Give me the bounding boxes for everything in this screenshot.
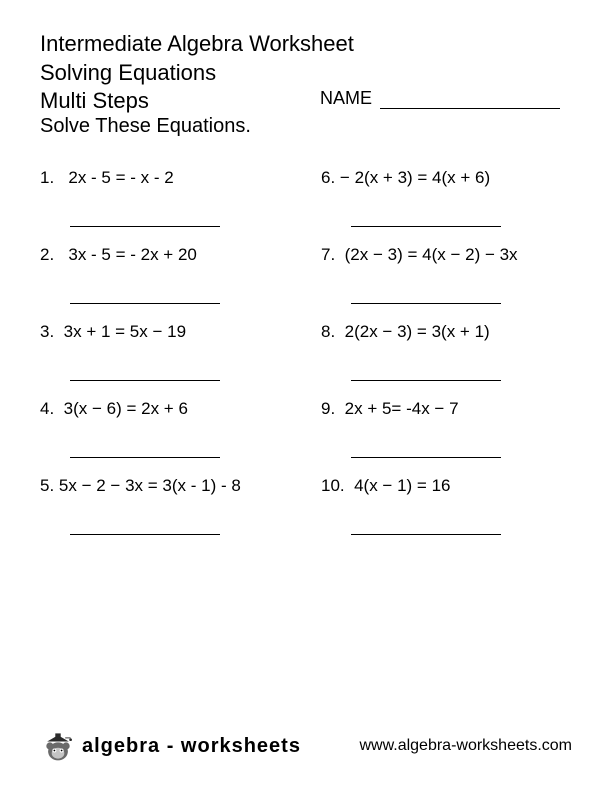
left-column: 1. 2x - 5 = - x - 2 2. 3x - 5 = - 2x + 2… xyxy=(40,168,291,553)
problem-eq: − 2(x + 3) = 4(x + 6) xyxy=(340,168,490,187)
title-line-1: Intermediate Algebra Worksheet xyxy=(40,30,572,59)
problem-num: 8. xyxy=(321,322,335,341)
website-url: www.algebra-worksheets.com xyxy=(359,737,572,755)
mascot-icon xyxy=(40,728,76,764)
worksheet-header: Intermediate Algebra Worksheet Solving E… xyxy=(40,30,572,138)
problem-eq: (2x − 3) = 4(x − 2) − 3x xyxy=(345,245,518,264)
problem-eq: 4(x − 1) = 16 xyxy=(354,476,450,495)
answer-blank[interactable] xyxy=(70,380,220,381)
answer-blank[interactable] xyxy=(351,303,501,304)
problem-2: 2. 3x - 5 = - 2x + 20 xyxy=(40,245,291,304)
problem-num: 2. xyxy=(40,245,54,264)
problem-6: 6. − 2(x + 3) = 4(x + 6) xyxy=(321,168,572,227)
problems-container: 1. 2x - 5 = - x - 2 2. 3x - 5 = - 2x + 2… xyxy=(40,168,572,553)
footer: algebra - worksheets www.algebra-workshe… xyxy=(40,728,572,764)
problem-num: 1. xyxy=(40,168,54,187)
problem-4: 4. 3(x − 6) = 2x + 6 xyxy=(40,399,291,458)
problem-1: 1. 2x - 5 = - x - 2 xyxy=(40,168,291,227)
problem-eq: 2(2x − 3) = 3(x + 1) xyxy=(345,322,490,341)
problem-num: 10. xyxy=(321,476,345,495)
problem-eq: 3x + 1 = 5x − 19 xyxy=(64,322,186,341)
problem-3: 3. 3x + 1 = 5x − 19 xyxy=(40,322,291,381)
problem-num: 9. xyxy=(321,399,335,418)
problem-eq: 3x - 5 = - 2x + 20 xyxy=(68,245,197,264)
problem-num: 6. xyxy=(321,168,335,187)
answer-blank[interactable] xyxy=(70,534,220,535)
problem-9: 9. 2x + 5= -4x − 7 xyxy=(321,399,572,458)
logo-text: algebra - worksheets xyxy=(82,735,301,758)
answer-blank[interactable] xyxy=(351,380,501,381)
problem-7: 7. (2x − 3) = 4(x − 2) − 3x xyxy=(321,245,572,304)
problem-10: 10. 4(x − 1) = 16 xyxy=(321,476,572,535)
problem-8: 8. 2(2x − 3) = 3(x + 1) xyxy=(321,322,572,381)
problem-eq: 2x + 5= -4x − 7 xyxy=(345,399,459,418)
problem-eq: 5x − 2 − 3x = 3(x - 1) - 8 xyxy=(59,476,241,495)
problem-5: 5. 5x − 2 − 3x = 3(x - 1) - 8 xyxy=(40,476,291,535)
answer-blank[interactable] xyxy=(70,226,220,227)
problem-num: 7. xyxy=(321,245,335,264)
answer-blank[interactable] xyxy=(70,457,220,458)
answer-blank[interactable] xyxy=(351,457,501,458)
problem-eq: 3(x − 6) = 2x + 6 xyxy=(64,399,188,418)
answer-blank[interactable] xyxy=(70,303,220,304)
title-line-2: Solving Equations xyxy=(40,59,572,88)
answer-blank[interactable] xyxy=(351,534,501,535)
problem-eq: 2x - 5 = - x - 2 xyxy=(68,168,173,187)
problem-num: 3. xyxy=(40,322,54,341)
name-label: NAME xyxy=(320,88,372,109)
answer-blank[interactable] xyxy=(351,226,501,227)
brand-logo: algebra - worksheets xyxy=(40,728,301,764)
name-blank[interactable] xyxy=(380,91,560,109)
problem-num: 4. xyxy=(40,399,54,418)
right-column: 6. − 2(x + 3) = 4(x + 6) 7. (2x − 3) = 4… xyxy=(321,168,572,553)
problem-num: 5. xyxy=(40,476,54,495)
instruction-text: Solve These Equations. xyxy=(40,115,572,138)
